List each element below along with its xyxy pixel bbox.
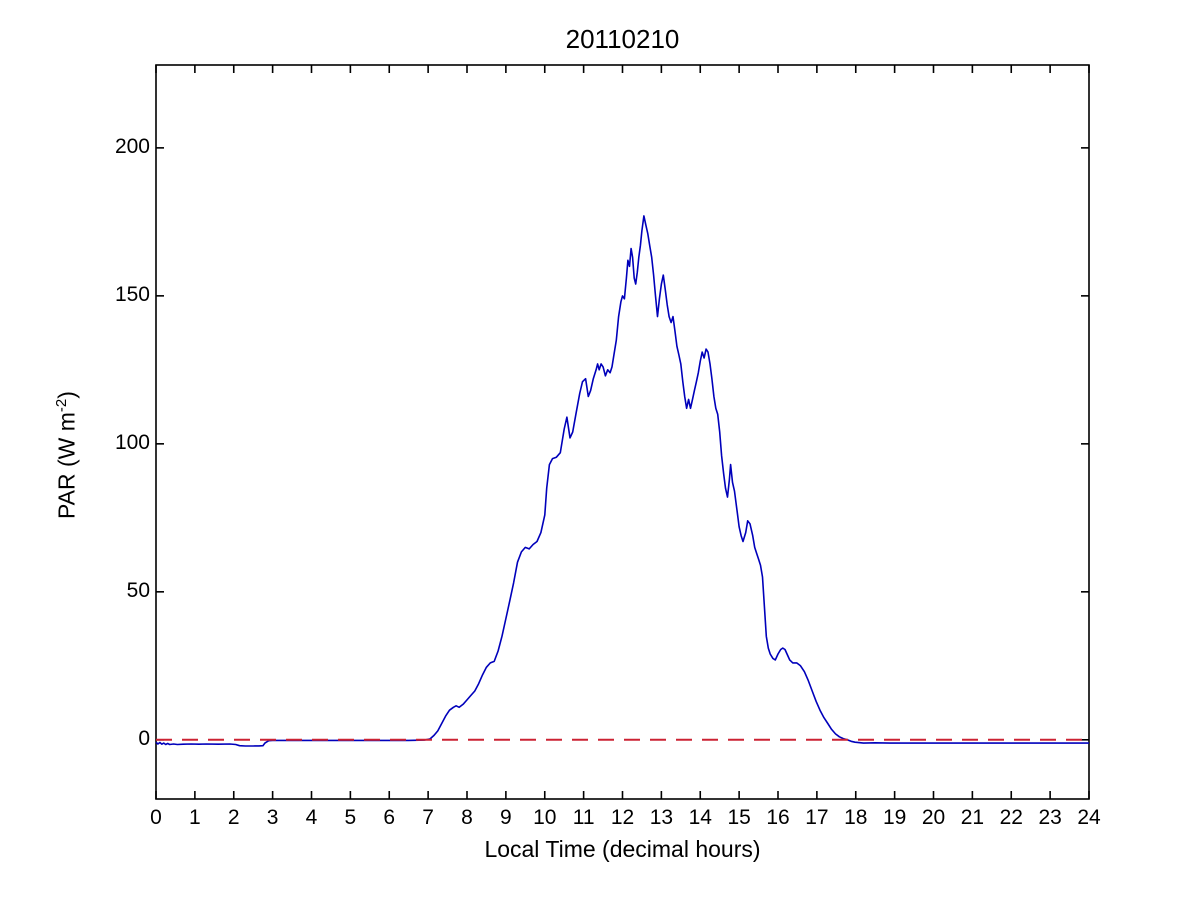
x-tick-label: 5 bbox=[344, 806, 357, 829]
axes-box bbox=[155, 64, 1090, 800]
x-tick-label: 17 bbox=[805, 806, 829, 829]
x-tick-label: 23 bbox=[1038, 806, 1062, 829]
x-tick-label: 6 bbox=[383, 806, 396, 829]
x-tick-label: 8 bbox=[461, 806, 473, 829]
x-tick-label: 24 bbox=[1077, 806, 1101, 829]
x-tick-label: 22 bbox=[999, 806, 1023, 829]
x-tick-label: 10 bbox=[533, 806, 557, 829]
x-axis-label: Local Time (decimal hours) bbox=[484, 836, 761, 862]
x-tick-label: 14 bbox=[688, 806, 712, 829]
x-tick-label: 19 bbox=[882, 806, 907, 829]
x-tick-label: 11 bbox=[572, 806, 595, 829]
x-tick-label: 20 bbox=[921, 806, 946, 829]
x-tick-label: 15 bbox=[727, 806, 751, 829]
y-tick-label: 150 bbox=[114, 282, 150, 306]
x-tick-label: 9 bbox=[500, 806, 512, 829]
x-tick-label: 2 bbox=[227, 806, 240, 829]
y-tick-label: 0 bbox=[138, 726, 150, 750]
x-tick-label: 4 bbox=[305, 806, 318, 829]
x-tick-label: 3 bbox=[266, 806, 279, 829]
y-tick-label: 200 bbox=[114, 134, 150, 158]
x-tick-label: 18 bbox=[844, 806, 868, 829]
series-PAR bbox=[155, 215, 1089, 747]
y-tick-label: 100 bbox=[114, 430, 150, 454]
x-tick-label: 7 bbox=[422, 806, 434, 829]
x-tick-label: 0 bbox=[150, 806, 162, 829]
x-tick-label: 1 bbox=[189, 806, 201, 829]
x-tick-label: 13 bbox=[649, 806, 674, 829]
x-tick-label: 21 bbox=[960, 806, 985, 829]
chart-title: 20110210 bbox=[565, 24, 680, 54]
y-tick-label: 50 bbox=[126, 578, 150, 602]
x-tick-label: 16 bbox=[766, 806, 790, 829]
x-tick-label: 12 bbox=[610, 806, 635, 829]
